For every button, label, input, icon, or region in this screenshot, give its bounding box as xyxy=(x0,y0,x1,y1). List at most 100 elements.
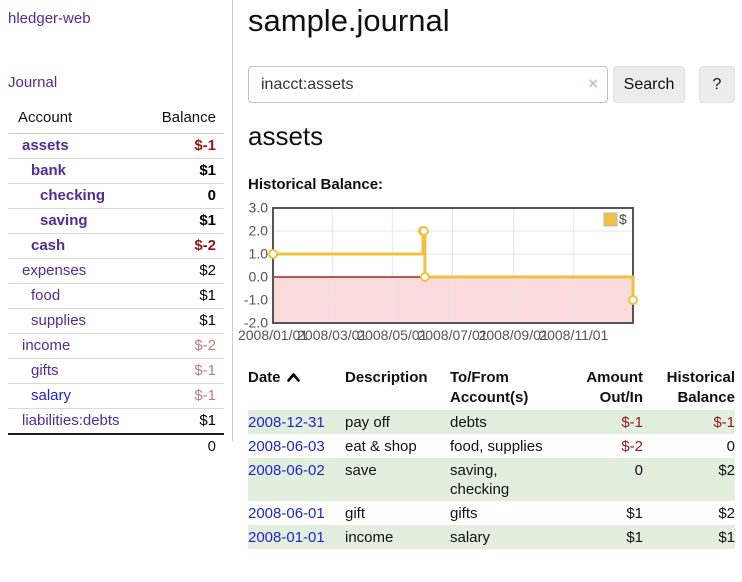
balance-cell: $2 xyxy=(718,462,735,479)
account-balance: $-1 xyxy=(194,362,216,379)
column-header-balance: Historical Balance xyxy=(643,366,735,410)
account-balance: $1 xyxy=(199,287,216,304)
svg-text:$: $ xyxy=(619,211,627,227)
accounts-cell: gifts xyxy=(450,505,478,522)
account-name-cell: bank xyxy=(8,159,147,184)
account-link[interactable]: income xyxy=(22,337,71,354)
account-balance: $1 xyxy=(199,312,216,329)
accounts-total-value: 0 xyxy=(146,433,224,459)
amount-cell: $-1 xyxy=(621,414,643,431)
accounts-table-header: Account Balance xyxy=(8,106,224,134)
balance-chart-svg: $3.0 2.0 1.0 0.0 -1.0 -2.02008/01/012008/03/0… xyxy=(238,200,638,343)
account-name-cell: income xyxy=(8,334,147,359)
column-header-date[interactable]: Date xyxy=(248,366,345,410)
transaction-row: 2008-12-31 pay off debts $-1 $-1 xyxy=(248,410,735,434)
svg-text:0.0: 0.0 xyxy=(249,269,269,285)
transaction-row: 2008-06-01 gift gifts $1 $2 xyxy=(248,501,735,525)
description-cell: income xyxy=(345,529,394,546)
description-cell: save xyxy=(345,462,377,479)
column-header-label: Out/In xyxy=(599,389,643,406)
account-link[interactable]: saving xyxy=(40,212,88,229)
account-balance: $-1 xyxy=(194,387,216,404)
account-name-cell: salary xyxy=(8,384,147,409)
sidebar-item-journal[interactable]: Journal xyxy=(8,74,58,91)
search-input[interactable] xyxy=(248,66,608,103)
account-name-cell: food xyxy=(8,284,147,309)
transaction-date-link[interactable]: 2008-01-01 xyxy=(248,529,325,546)
account-row: checking 0 xyxy=(8,183,224,209)
account-link[interactable]: bank xyxy=(31,162,67,179)
sidebar: hledger-web Journal Account Balance asse… xyxy=(0,0,233,459)
date-cell: 2008-06-03 xyxy=(248,434,345,458)
balance-column-header: Balance xyxy=(146,106,224,134)
transaction-date-link[interactable]: 2008-06-02 xyxy=(248,462,325,479)
transaction-row: 2008-06-02 save saving, checking 0 $2 xyxy=(248,458,735,501)
svg-text:3.0: 3.0 xyxy=(249,200,269,216)
account-row: supplies $1 xyxy=(8,308,224,334)
search-form: × Search ? xyxy=(248,66,735,103)
accounts-cell: salary xyxy=(450,529,491,546)
transaction-date-link[interactable]: 2008-12-31 xyxy=(248,414,325,431)
column-header-label: Balance xyxy=(677,389,735,406)
help-button[interactable]: ? xyxy=(699,66,735,103)
account-row: expenses $2 xyxy=(8,258,224,284)
amount-cell: 0 xyxy=(634,462,643,479)
account-balance: $-1 xyxy=(194,137,216,154)
account-name-cell: expenses xyxy=(8,259,147,284)
search-button[interactable]: Search xyxy=(613,66,685,103)
account-row: liabilities:debts $1 xyxy=(8,408,224,435)
account-name-cell: supplies xyxy=(8,309,147,334)
account-row: food $1 xyxy=(8,283,224,309)
date-cell: 2008-06-01 xyxy=(248,501,345,525)
clear-search-icon[interactable]: × xyxy=(588,74,598,93)
account-name-cell: liabilities:debts xyxy=(8,409,147,435)
account-row: saving $1 xyxy=(8,208,224,234)
svg-text:1.0: 1.0 xyxy=(249,246,269,262)
chart-title: Historical Balance: xyxy=(248,176,384,193)
transaction-date-link[interactable]: 2008-06-03 xyxy=(248,438,325,455)
account-link[interactable]: expenses xyxy=(22,262,87,279)
column-header-accounts: To/From Account(s) xyxy=(450,366,580,410)
sort-ascending-icon xyxy=(286,368,300,388)
balance-cell: $-1 xyxy=(713,414,735,431)
account-balance: $-2 xyxy=(194,337,216,354)
page-title: sample.journal xyxy=(248,3,450,38)
column-header-label: Account(s) xyxy=(450,389,529,406)
date-cell: 2008-12-31 xyxy=(248,410,345,434)
app-title-link[interactable]: hledger-web xyxy=(8,10,91,27)
date-cell: 2008-01-01 xyxy=(248,525,345,549)
account-name-cell: assets xyxy=(8,134,147,159)
column-header-label: Historical xyxy=(666,369,735,386)
accounts-cell: saving, checking xyxy=(450,462,510,498)
transaction-date-link[interactable]: 2008-06-01 xyxy=(248,505,325,522)
account-link[interactable]: supplies xyxy=(31,312,87,329)
date-cell: 2008-06-02 xyxy=(248,458,345,501)
column-header-label: To/From xyxy=(450,369,509,386)
description-cell: pay off xyxy=(345,414,390,431)
accounts-cell: food, supplies xyxy=(450,438,543,455)
account-link[interactable]: liabilities:debts xyxy=(22,412,120,429)
balance-cell: 0 xyxy=(726,438,735,455)
account-link[interactable]: checking xyxy=(40,187,106,204)
account-name-cell: cash xyxy=(8,234,147,259)
account-row: assets $-1 xyxy=(8,134,224,159)
account-row: income $-2 xyxy=(8,333,224,359)
accounts-total-spacer xyxy=(8,433,147,459)
amount-cell: $1 xyxy=(626,505,643,522)
accounts-table: Account Balance assets $-1 bank $1 checking 0… xyxy=(8,106,224,459)
account-balance: $1 xyxy=(199,412,216,429)
account-link[interactable]: food xyxy=(31,287,61,304)
account-name-cell: saving xyxy=(8,209,147,234)
account-link[interactable]: gifts xyxy=(31,362,59,379)
main-content: sample.journal × Search ? assets Histori… xyxy=(238,0,735,549)
account-balance: $-2 xyxy=(194,237,216,254)
accounts-total-row: 0 xyxy=(8,433,224,459)
account-link[interactable]: assets xyxy=(22,137,69,154)
account-heading: assets xyxy=(248,121,324,151)
column-header-description: Description xyxy=(345,366,450,410)
account-link[interactable]: cash xyxy=(31,237,66,254)
account-link[interactable]: salary xyxy=(31,387,72,404)
description-cell: eat & shop xyxy=(345,438,417,455)
amount-cell: $1 xyxy=(626,529,643,546)
column-header-amount: Amount Out/In xyxy=(580,366,643,410)
